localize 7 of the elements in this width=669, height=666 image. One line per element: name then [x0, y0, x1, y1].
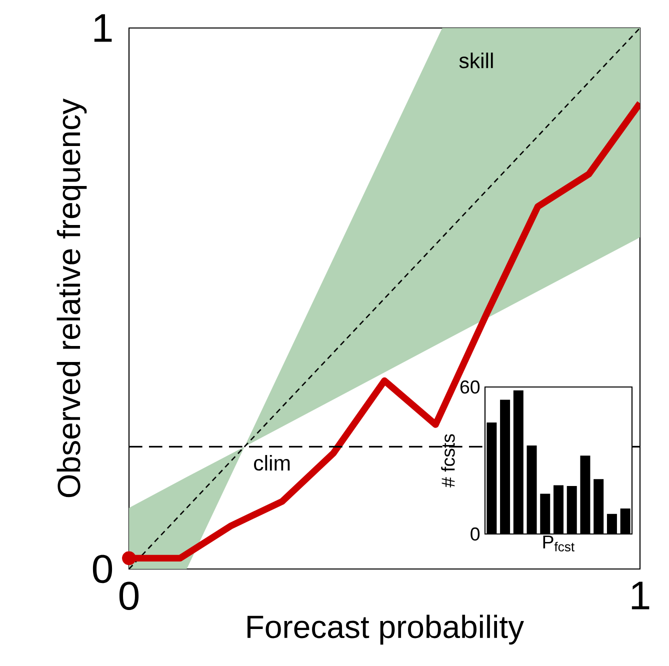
- x-axis-title: Forecast probability: [248, 614, 524, 645]
- y-axis-title: Observed relative frequency: [56, 98, 87, 498]
- annotation: skill: [459, 52, 493, 68]
- x-axis-title: P$_{fcst}$: [543, 536, 574, 552]
- y-axis-title: # fcsts: [441, 434, 455, 488]
- y-tick-label: 60: [460, 380, 480, 394]
- ref-line-label: clim: [254, 454, 290, 471]
